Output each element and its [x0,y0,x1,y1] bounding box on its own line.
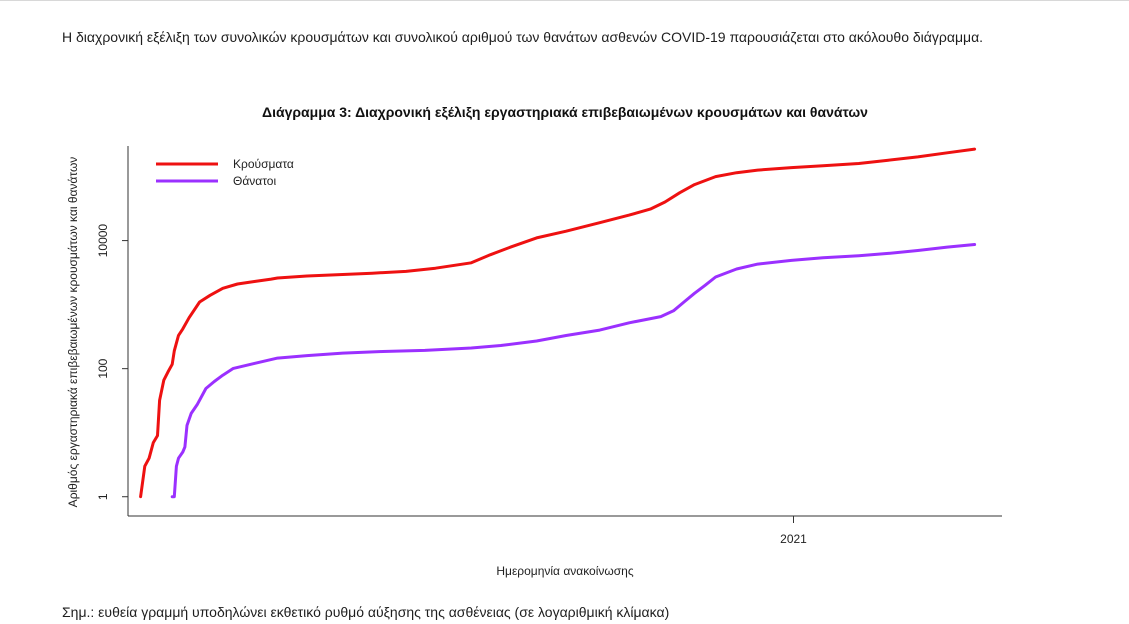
y-tick-label: 1 [96,493,110,500]
series-layer [139,147,977,499]
x-tick-label: 2021 [780,532,807,546]
chart-plot: 1 100 10000 2021 Κρούσματα Θάνατοι [96,146,1002,546]
series-line-deaths [170,243,977,499]
chart-title: Διάγραμμα 3: Διαχρονική εξέλιξη εργαστηρ… [262,104,868,120]
intro-paragraph: Η διαχρονική εξέλιξη των συνολικών κρουσ… [62,29,984,45]
x-axis-label: Ημερομηνία ανακοίνωσης [496,564,634,578]
footnote: Σημ.: ευθεία γραμμή υποδηλώνει εκθετικό … [62,604,670,620]
legend-label-deaths: Θάνατοι [233,174,276,188]
legend: Κρούσματα Θάνατοι [156,157,294,188]
top-divider [0,0,1129,1]
series-line-cases [139,147,977,499]
y-tick-label: 10000 [96,224,110,258]
axes: 1 100 10000 2021 [96,146,1002,546]
y-tick-label: 100 [96,358,110,378]
legend-label-cases: Κρούσματα [233,157,294,171]
